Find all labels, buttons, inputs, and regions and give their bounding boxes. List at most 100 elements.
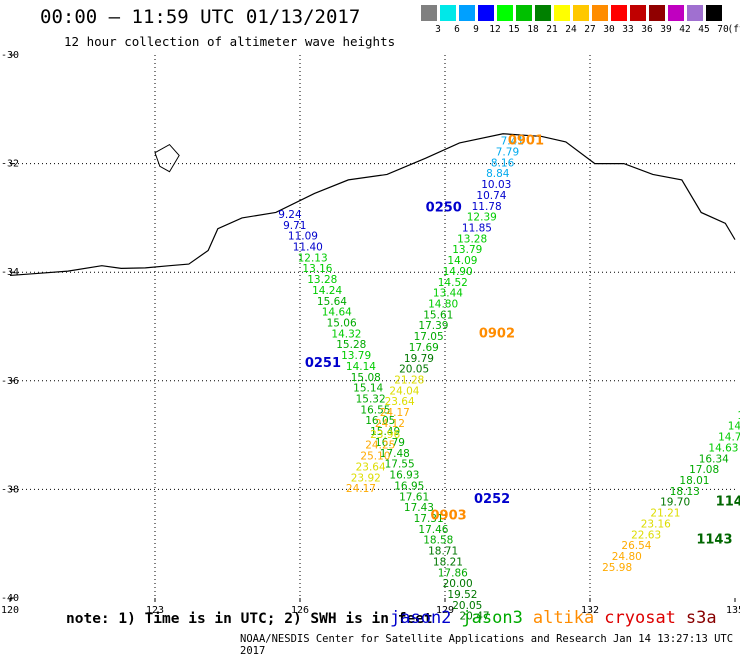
color-swatch — [668, 5, 685, 21]
swh-value: 23.64 — [356, 461, 386, 473]
color-scale-label: 27 — [584, 24, 596, 35]
swh-value: 15.64 — [317, 296, 347, 308]
satellite-legend-item: jason2 — [390, 608, 452, 628]
pass-time: 1143 — [716, 495, 740, 510]
swh-value: 17.31 — [414, 513, 444, 525]
swh-value: 23.96 — [370, 429, 400, 441]
pass-time: 0902 — [479, 326, 515, 341]
swh-value: 18.58 — [423, 535, 453, 547]
swh-value: 8.84 — [486, 168, 510, 180]
swh-value: 16.79 — [375, 437, 405, 449]
swh-value: 16.55 — [360, 404, 390, 416]
swh-value: 22.63 — [631, 529, 661, 541]
swh-value: 17.55 — [385, 459, 415, 471]
swh-value: 17.43 — [404, 502, 434, 514]
color-swatch — [421, 5, 438, 21]
swh-value: 13.28 — [457, 233, 487, 245]
swh-labels: 9.249.7111.0911.4012.1313.1613.2814.2415… — [278, 134, 740, 623]
lon-tick-label: 135 — [726, 605, 740, 616]
swh-value: 24.04 — [389, 385, 419, 397]
swh-value: 21.21 — [650, 508, 680, 520]
swh-value: 20.00 — [443, 578, 473, 590]
swh-value: 19.79 — [404, 353, 434, 365]
swh-value: 9.24 — [278, 209, 302, 221]
swh-value: 17.48 — [380, 448, 410, 460]
swh-value: 17.39 — [418, 320, 448, 332]
graticule — [10, 55, 735, 598]
swh-value: 14.14 — [346, 361, 376, 373]
pass-time: 0251 — [305, 356, 341, 371]
swh-value: 10.03 — [481, 179, 511, 191]
note-text: note: 1) Time is in UTC; 2) SWH is in fe… — [66, 611, 433, 627]
color-scale-label: 33 — [622, 24, 634, 35]
swh-value: 18.01 — [679, 475, 709, 487]
swh-value: 14.9 — [737, 410, 740, 422]
swh-value: 12.39 — [467, 212, 497, 224]
color-scale-label: 15 — [508, 24, 520, 35]
color-swatch — [497, 5, 514, 21]
swh-value: 11.85 — [462, 222, 492, 234]
color-scale-label: 39 — [660, 24, 672, 35]
map-title: 00:00 – 11:59 UTC 01/13/2017 — [40, 6, 361, 28]
swh-value: 14.80 — [428, 298, 458, 310]
swh-value: 14.64 — [322, 307, 352, 319]
swh-value: 14.72 — [718, 432, 740, 444]
swh-value: 16.95 — [394, 480, 424, 492]
swh-value: 24.17 — [380, 407, 410, 419]
swh-value: 20.05 — [452, 600, 482, 612]
swh-value: 20.05 — [399, 364, 429, 376]
color-scale-label: 18 — [527, 24, 539, 35]
swh-value: 7.41 — [501, 136, 524, 148]
swh-value: 17.46 — [418, 524, 448, 536]
color-swatch — [459, 5, 476, 21]
color-swatch — [478, 5, 495, 21]
color-scale-label: 6 — [454, 24, 460, 35]
swh-value: 8.16 — [491, 157, 515, 169]
swh-value: 13.28 — [307, 274, 337, 286]
swh-value: 21.28 — [394, 375, 424, 387]
swh-value: 14.13 — [728, 421, 740, 433]
swh-value: 26.54 — [621, 540, 651, 552]
swh-value: 24.80 — [612, 551, 642, 563]
color-scale-label: 24 — [565, 24, 577, 35]
color-scale-label: 36 — [641, 24, 653, 35]
swh-value: 24.25 — [365, 440, 395, 452]
lon-tick-label: 129 — [436, 605, 454, 616]
swh-value: 11.78 — [472, 201, 502, 213]
swh-value: 13.44 — [433, 288, 463, 300]
satellite-legend-item: cryosat — [604, 608, 676, 628]
coastline — [9, 133, 736, 277]
swh-value: 18.71 — [428, 546, 458, 558]
color-swatch — [611, 5, 628, 21]
color-scale-label: 21 — [546, 24, 558, 35]
swh-value: 15.61 — [423, 309, 453, 321]
swh-value: 16.34 — [699, 453, 729, 465]
lat-tick-label: -38 — [1, 484, 19, 495]
swh-value: 15.28 — [336, 339, 366, 351]
swh-value: 16.93 — [389, 470, 419, 482]
swh-value: 19.52 — [447, 589, 477, 601]
color-scale-label: 45 — [698, 24, 710, 35]
color-scale-label: 30 — [603, 24, 615, 35]
color-swatch — [592, 5, 609, 21]
swh-value: 14.52 — [438, 277, 468, 289]
swh-value: 24.12 — [375, 418, 405, 430]
swh-value: 14.09 — [447, 255, 477, 267]
coastline-path — [9, 133, 736, 277]
swh-value: 12.13 — [298, 252, 328, 264]
swh-value: 23.64 — [385, 396, 415, 408]
swh-value: 15.06 — [327, 318, 357, 330]
swh-value: 24.17 — [346, 483, 376, 495]
swh-value: 14.32 — [331, 328, 361, 340]
satellite-legend: jason2 jason3 altika cryosat s3a — [390, 608, 727, 628]
lat-tick-label: -30 — [1, 50, 19, 61]
swh-value: 14.90 — [443, 266, 473, 278]
credit-line: NOAA/NESDIS Center for Satellite Applica… — [240, 633, 734, 657]
swh-value: 16.05 — [365, 415, 395, 427]
swh-value: 15.49 — [370, 426, 400, 438]
swh-value: 17.05 — [414, 331, 444, 343]
swh-value: 25.98 — [602, 562, 632, 574]
swh-value: 14.63 — [708, 442, 738, 454]
swh-value: 13.79 — [341, 350, 371, 362]
satellite-legend-item: s3a — [685, 608, 717, 628]
